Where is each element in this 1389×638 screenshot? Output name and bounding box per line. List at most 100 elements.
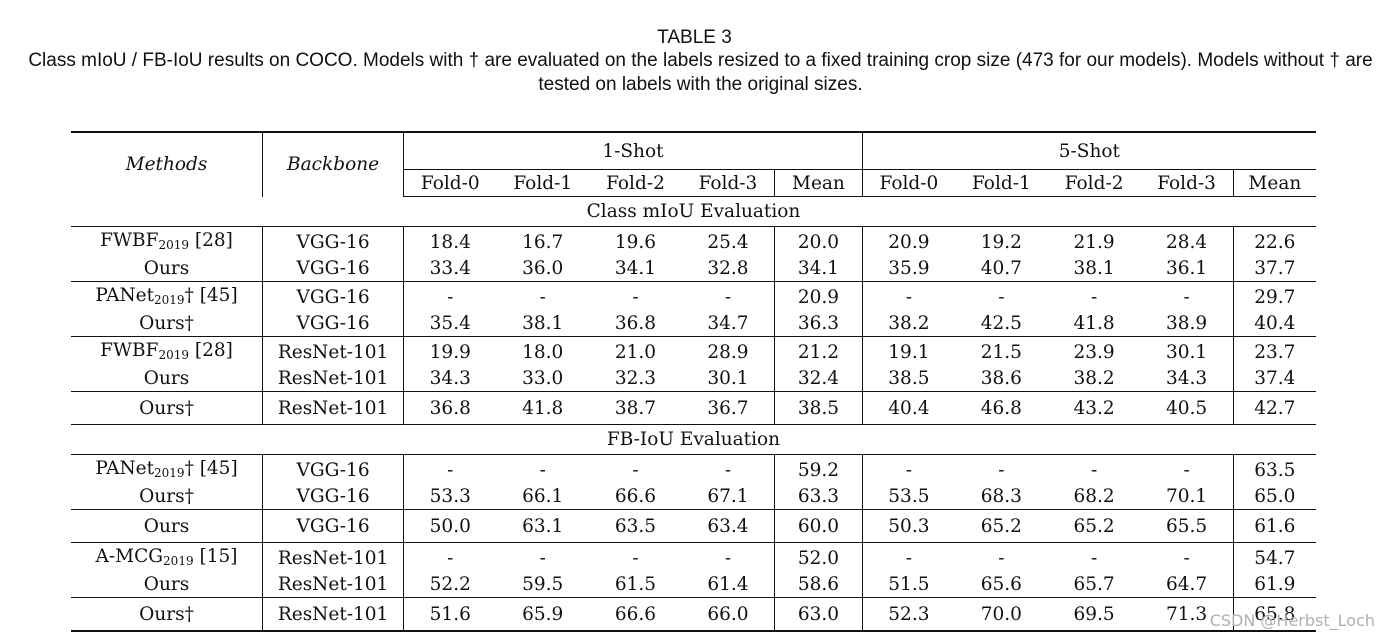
section-title: Class mIoU Evaluation bbox=[71, 196, 1316, 227]
value-cell: - bbox=[632, 287, 639, 308]
value-cell: 63.4 bbox=[681, 509, 776, 543]
backbone-cell: VGG-16 bbox=[262, 509, 405, 543]
value-cell: 52.2 bbox=[403, 573, 497, 598]
method-cell: Ours† bbox=[71, 485, 264, 510]
method-cell: Ours bbox=[71, 367, 264, 392]
method-year: 2019 bbox=[158, 238, 189, 252]
value-cell: 23.9 bbox=[1073, 342, 1115, 363]
value-cell: 18.0 bbox=[522, 342, 564, 363]
section-fb-iou: FB-IoU Evaluation PANet2019† [45] VGG-16- -… bbox=[71, 424, 1316, 632]
value-cell: 21.9 bbox=[1073, 232, 1115, 253]
method-citation: [15] bbox=[193, 546, 238, 567]
value-cell: 53.3 bbox=[403, 485, 497, 510]
method-cell: Ours† bbox=[71, 312, 264, 337]
value-cell: 36.1 bbox=[1140, 257, 1234, 282]
value-cell: 63.3 bbox=[774, 485, 863, 510]
value-cell: - bbox=[539, 287, 546, 308]
backbone-cell: VGG-16 bbox=[262, 312, 405, 337]
method-citation: † [45] bbox=[184, 285, 238, 306]
header-col: Fold-0 bbox=[862, 169, 955, 197]
section-title-row: Class mIoU Evaluation bbox=[71, 196, 1316, 227]
value-cell: - bbox=[998, 287, 1005, 308]
value-cell: 36.8 bbox=[403, 391, 497, 425]
value-cell: 51.6 bbox=[403, 597, 497, 632]
value-cell: 63.0 bbox=[774, 597, 863, 632]
value-cell: - bbox=[539, 548, 546, 569]
backbone-cell: ResNet-101 bbox=[262, 336, 405, 367]
header-col: Fold-0 bbox=[403, 169, 497, 197]
method-citation: † [45] bbox=[184, 458, 238, 479]
value-cell: 65.0 bbox=[1233, 485, 1316, 510]
header-col: Mean bbox=[1233, 169, 1316, 197]
header-col: Fold-3 bbox=[1140, 169, 1234, 197]
value-cell: 28.4 bbox=[1140, 226, 1234, 257]
results-table: Methods Backbone 1-Shot 5-Shot Fold-0 Fo… bbox=[71, 131, 1316, 632]
table-row: A-MCG2019 [15] ResNet-101- - - -52.0- - - -54.7 bbox=[71, 542, 1316, 573]
header-col: Fold-2 bbox=[589, 169, 682, 197]
method-name: PANet bbox=[95, 458, 155, 479]
value-cell: 68.3 bbox=[955, 485, 1048, 510]
method-year: 2019 bbox=[154, 293, 185, 307]
method-name: Ours† bbox=[139, 313, 194, 334]
table-row: PANet2019† [45] VGG-16- - - -20.9- - - -29.7 bbox=[71, 281, 1316, 312]
method-cell: PANet2019† [45] bbox=[71, 281, 264, 312]
value-cell: 22.6 bbox=[1254, 232, 1296, 253]
method-name: Ours bbox=[143, 516, 190, 537]
value-cell: 66.6 bbox=[589, 485, 682, 510]
method-name: PANet bbox=[95, 285, 155, 306]
value-cell: 38.2 bbox=[862, 312, 955, 337]
value-cell: 42.7 bbox=[1233, 391, 1316, 425]
value-cell: 65.5 bbox=[1140, 509, 1234, 543]
value-cell: 65.2 bbox=[1047, 509, 1141, 543]
backbone-cell: ResNet-101 bbox=[262, 597, 405, 632]
value-cell: 38.9 bbox=[1140, 312, 1234, 337]
table-row: Ours† ResNet-101 51.6 65.9 66.6 66.0 63.0 52.3 7… bbox=[71, 597, 1316, 632]
section-title: FB-IoU Evaluation bbox=[71, 424, 1316, 455]
value-cell: 64.7 bbox=[1140, 573, 1234, 598]
table-row: Ours† VGG-16 35.4 38.1 36.8 34.7 36.3 38.2 42.5 4… bbox=[71, 312, 1316, 337]
value-cell: - bbox=[681, 281, 776, 312]
method-name: Ours bbox=[143, 574, 190, 595]
value-cell: 50.0 bbox=[403, 509, 497, 543]
method-cell: Ours bbox=[71, 509, 264, 543]
method-cell: Ours bbox=[71, 257, 264, 282]
method-cell: FWBF2019 [28] bbox=[71, 336, 264, 367]
value-cell: 38.5 bbox=[774, 391, 863, 425]
value-cell: 38.6 bbox=[955, 367, 1048, 392]
value-cell: 20.9 bbox=[888, 232, 930, 253]
method-year: 2019 bbox=[154, 466, 185, 480]
value-cell: 32.8 bbox=[681, 257, 776, 282]
table-row: Ours† ResNet-101 36.8 41.8 38.7 36.7 38.5 40.4 4… bbox=[71, 391, 1316, 425]
value-cell: 52.0 bbox=[774, 542, 863, 573]
table-row: Ours† VGG-16 53.3 66.1 66.6 67.1 63.3 53.5 68.3 6… bbox=[71, 485, 1316, 510]
table-row: Ours ResNet-101 34.3 33.0 32.3 30.1 32.4 38.5 38… bbox=[71, 367, 1316, 392]
method-cell: PANet2019† [45] bbox=[71, 454, 264, 485]
value-cell: - bbox=[539, 460, 546, 481]
value-cell: 65.6 bbox=[955, 573, 1048, 598]
method-name: Ours† bbox=[139, 604, 194, 625]
method-name: Ours† bbox=[139, 398, 194, 419]
value-cell: 21.2 bbox=[774, 336, 863, 367]
table-row: FWBF2019 [28] ResNet-101 19.9 18.0 21.0 28.9 2… bbox=[71, 336, 1316, 367]
backbone-cell: VGG-16 bbox=[262, 485, 405, 510]
header-col: Fold-3 bbox=[681, 169, 776, 197]
value-cell: 32.3 bbox=[589, 367, 682, 392]
header-backbone: Backbone bbox=[262, 131, 405, 197]
value-cell: 65.7 bbox=[1047, 573, 1141, 598]
value-cell: 35.4 bbox=[403, 312, 497, 337]
value-cell: 38.1 bbox=[496, 312, 590, 337]
value-cell: 42.5 bbox=[955, 312, 1048, 337]
backbone-cell: VGG-16 bbox=[262, 281, 405, 312]
table-caption-title: TABLE 3 bbox=[657, 27, 732, 48]
value-cell: 34.7 bbox=[681, 312, 776, 337]
value-cell: 54.7 bbox=[1254, 548, 1296, 569]
value-cell: 59.2 bbox=[774, 454, 863, 485]
value-cell: 66.6 bbox=[589, 597, 682, 632]
value-cell: - bbox=[632, 548, 639, 569]
header-col: Fold-2 bbox=[1047, 169, 1141, 197]
method-citation: [28] bbox=[189, 340, 233, 361]
value-cell: - bbox=[681, 542, 776, 573]
table-caption-text: Class mIoU / FB-IoU results on COCO. Mod… bbox=[28, 50, 1373, 95]
header-col: Fold-1 bbox=[955, 169, 1048, 197]
value-cell: - bbox=[1140, 281, 1234, 312]
